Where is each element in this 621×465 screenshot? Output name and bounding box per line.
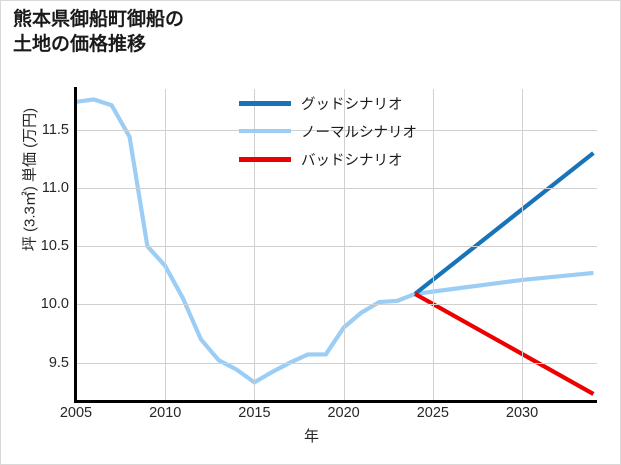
gridline-horizontal xyxy=(76,130,597,131)
y-tick-label: 9.5 xyxy=(48,354,69,371)
gridline-vertical xyxy=(344,89,345,401)
chart-legend: グッドシナリオ ノーマルシナリオ バッドシナリオ xyxy=(239,89,469,173)
gridline-horizontal xyxy=(76,304,597,305)
series-line xyxy=(413,292,595,396)
gridline-vertical xyxy=(433,89,434,401)
x-tick-label: 2005 xyxy=(59,405,93,421)
plot-area xyxy=(76,89,597,401)
legend-swatch-normal xyxy=(239,129,291,133)
x-axis-label: 年 xyxy=(303,428,319,445)
x-tick-label: 2025 xyxy=(416,405,449,421)
x-tick-label: 2015 xyxy=(238,405,271,421)
legend-swatch-bad xyxy=(239,156,291,162)
legend-label-bad: バッドシナリオ xyxy=(301,152,403,169)
legend-item-normal: ノーマルシナリオ xyxy=(239,117,469,145)
legend-item-good: グッドシナリオ xyxy=(239,89,469,117)
page-title: 熊本県御船町御船の 土地の価格推移 xyxy=(13,9,185,56)
x-axis-spine xyxy=(74,400,597,403)
x-tick-label: 2010 xyxy=(149,405,182,421)
y-tick-label: 10.5 xyxy=(40,238,69,255)
x-tick-label: 2030 xyxy=(505,405,539,421)
y-axis-spine xyxy=(74,87,77,403)
series-line xyxy=(413,151,595,296)
legend-label-good: グッドシナリオ xyxy=(301,96,403,113)
x-tick-label: 2020 xyxy=(327,405,360,421)
legend-label-normal: ノーマルシナリオ xyxy=(301,124,417,141)
gridline-vertical xyxy=(165,89,166,401)
gridline-vertical xyxy=(254,89,255,401)
y-axis-label: 坪 (3.3㎡) 単価 (万円) xyxy=(21,107,39,252)
y-tick-label: 11.0 xyxy=(41,179,69,196)
gridline-horizontal xyxy=(76,246,597,247)
gridline-horizontal xyxy=(76,188,597,189)
legend-swatch-good xyxy=(239,100,291,106)
legend-item-bad: バッドシナリオ xyxy=(239,145,469,173)
gridline-vertical xyxy=(522,89,523,401)
y-tick-label: 11.5 xyxy=(41,121,69,138)
gridline-horizontal xyxy=(76,363,597,364)
y-tick-label: 10.0 xyxy=(40,296,69,313)
